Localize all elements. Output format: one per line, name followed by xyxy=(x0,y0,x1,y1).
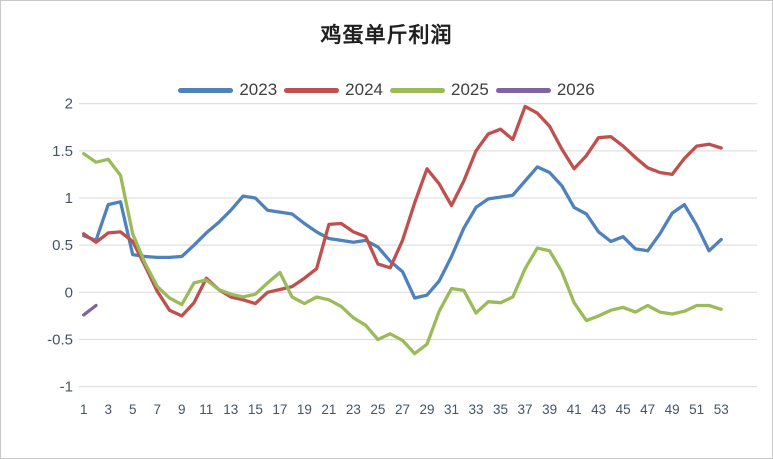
legend-line-swatch-2024 xyxy=(284,87,340,93)
x-axis-tick-label: 3 xyxy=(104,402,112,417)
legend: 2023 2024 2025 2026 xyxy=(1,80,772,100)
series-line-2023 xyxy=(82,165,723,300)
series-line-2024 xyxy=(82,104,723,318)
x-axis-tick-label: 45 xyxy=(616,402,631,417)
legend-label: 2025 xyxy=(451,80,489,99)
x-axis-tick-label: 29 xyxy=(419,402,434,417)
x-axis-tick-label: 21 xyxy=(321,402,336,417)
x-axis-tick-label: 53 xyxy=(714,402,729,417)
legend-label: 2024 xyxy=(345,80,383,99)
y-axis-tick-label: 1 xyxy=(65,190,73,207)
legend-label: 2023 xyxy=(239,80,278,99)
legend-item-2026: 2026 xyxy=(495,80,595,100)
y-axis-tick-label: -1 xyxy=(60,379,73,396)
x-axis-tick-label: 11 xyxy=(199,402,213,417)
y-axis-tick-label: 0.5 xyxy=(52,237,73,254)
legend-item-2023: 2023 xyxy=(178,80,277,100)
x-axis-tick-label: 17 xyxy=(272,402,287,417)
x-axis-tick-label: 27 xyxy=(395,402,410,417)
legend-item-2025: 2025 xyxy=(390,80,489,100)
x-axis-tick-label: 49 xyxy=(665,402,680,417)
legend-label: 2026 xyxy=(556,80,595,99)
y-axis-tick-label: 0 xyxy=(65,284,73,301)
x-axis-tick-label: 51 xyxy=(689,402,704,417)
x-axis-tick-label: 39 xyxy=(542,402,557,417)
series-line-2025 xyxy=(82,152,723,356)
legend-line-swatch-2025 xyxy=(390,87,445,93)
series-line-2026 xyxy=(82,303,98,317)
legend-item-2024: 2024 xyxy=(284,80,383,100)
legend-line-swatch-2023 xyxy=(178,87,234,93)
x-axis-tick-label: 41 xyxy=(567,402,582,417)
x-axis-tick-label: 31 xyxy=(444,402,459,417)
x-axis-tick-label: 37 xyxy=(518,402,533,417)
y-axis-tick-label: -0.5 xyxy=(47,331,73,348)
x-axis-tick-label: 33 xyxy=(469,402,484,417)
x-axis-tick-label: 13 xyxy=(223,402,238,417)
x-axis-tick-label: 15 xyxy=(248,402,263,417)
x-axis-tick-label: 43 xyxy=(591,402,606,417)
x-axis-tick-label: 35 xyxy=(493,402,508,417)
x-axis-tick-label: 47 xyxy=(640,402,655,417)
x-axis-tick-label: 1 xyxy=(80,402,88,417)
x-axis-tick-label: 5 xyxy=(129,402,137,417)
x-axis-tick-label: 19 xyxy=(297,402,312,417)
y-axis-tick-label: 1.5 xyxy=(52,143,73,160)
x-axis-tick-label: 25 xyxy=(370,402,385,417)
x-axis-tick-label: 9 xyxy=(178,402,186,417)
chart-title: 鸡蛋单斤利润 xyxy=(320,24,453,47)
x-axis-tick-label: 23 xyxy=(346,402,361,417)
x-axis-tick-label: 7 xyxy=(154,402,162,417)
y-axis-tick-label: 2 xyxy=(65,96,73,113)
legend-line-swatch-2026 xyxy=(495,87,551,93)
